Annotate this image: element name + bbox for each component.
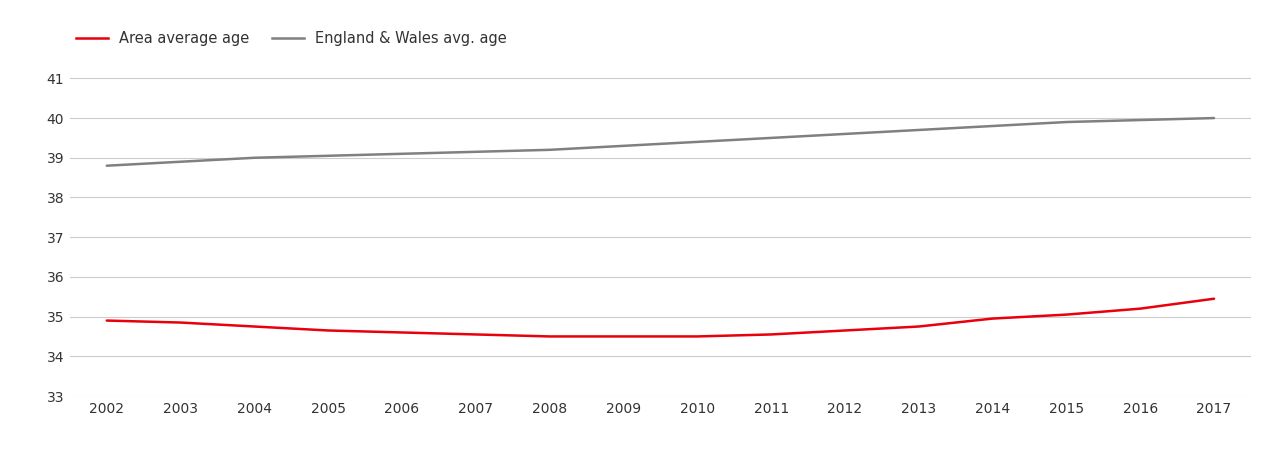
England & Wales avg. age: [763, 135, 779, 140]
Area average age: [1206, 296, 1222, 302]
England & Wales avg. age: [320, 153, 335, 158]
Legend: Area average age, England & Wales avg. age: Area average age, England & Wales avg. a…: [70, 25, 513, 52]
England & Wales avg. age: [1206, 115, 1222, 121]
Area average age: [1133, 306, 1148, 311]
Area average age: [986, 316, 1001, 321]
England & Wales avg. age: [1059, 119, 1074, 125]
Area average age: [320, 328, 335, 333]
Area average age: [690, 334, 705, 339]
England & Wales avg. age: [986, 123, 1001, 129]
England & Wales avg. age: [246, 155, 262, 161]
Area average age: [837, 328, 852, 333]
Area average age: [911, 324, 926, 329]
Area average age: [1059, 312, 1074, 317]
Area average age: [246, 324, 262, 329]
Area average age: [469, 332, 484, 337]
Line: England & Wales avg. age: England & Wales avg. age: [107, 118, 1214, 166]
England & Wales avg. age: [911, 127, 926, 133]
England & Wales avg. age: [469, 149, 484, 154]
England & Wales avg. age: [542, 147, 558, 153]
England & Wales avg. age: [837, 131, 852, 137]
England & Wales avg. age: [616, 143, 631, 148]
England & Wales avg. age: [99, 163, 114, 168]
Line: Area average age: Area average age: [107, 299, 1214, 337]
England & Wales avg. age: [690, 139, 705, 144]
England & Wales avg. age: [1133, 117, 1148, 123]
Area average age: [99, 318, 114, 323]
Area average age: [763, 332, 779, 337]
Area average age: [542, 334, 558, 339]
England & Wales avg. age: [173, 159, 188, 164]
Area average age: [395, 330, 410, 335]
England & Wales avg. age: [395, 151, 410, 157]
Area average age: [173, 320, 188, 325]
Area average age: [616, 334, 631, 339]
